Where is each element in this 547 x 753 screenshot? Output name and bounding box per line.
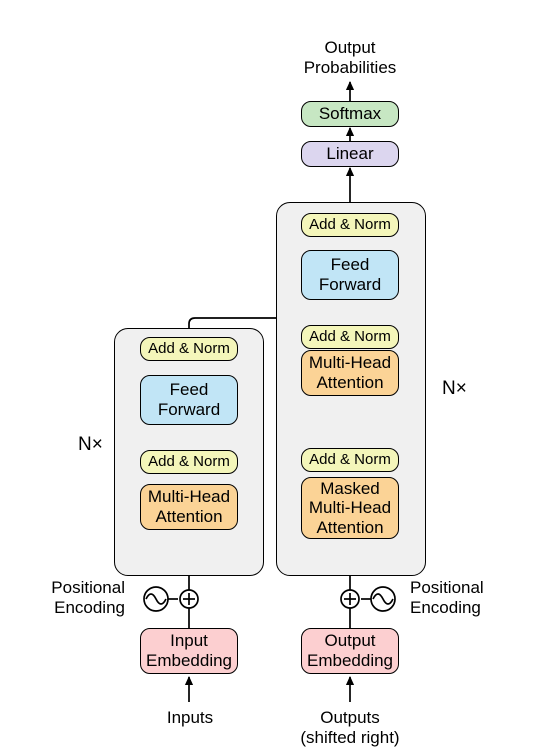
decoder-masked-mha-block: MaskedMulti-HeadAttention — [301, 477, 399, 539]
encoder-mha-block: Multi-HeadAttention — [140, 484, 238, 530]
decoder-nx-label: N× — [442, 378, 467, 400]
decoder-cross-mha-text: Multi-HeadAttention — [309, 353, 391, 392]
input-embedding-text: InputEmbedding — [146, 631, 232, 670]
decoder-ff-text: FeedForward — [319, 255, 381, 294]
input-embedding-block: InputEmbedding — [140, 628, 238, 674]
decoder-masked-mha-text: MaskedMulti-HeadAttention — [309, 479, 391, 538]
linear-text: Linear — [326, 144, 373, 164]
decoder-ff-block: FeedForward — [301, 250, 399, 300]
decoder-addnorm1-block: Add & Norm — [301, 448, 399, 472]
encoder-addnorm2-block: Add & Norm — [140, 337, 238, 361]
softmax-text: Softmax — [319, 104, 381, 124]
decoder-addnorm3-block: Add & Norm — [301, 213, 399, 237]
decoder-addnorm2-block: Add & Norm — [301, 325, 399, 349]
output-embedding-text: OutputEmbedding — [307, 631, 393, 670]
encoder-ff-text: FeedForward — [158, 380, 220, 419]
encoder-addnorm2-text: Add & Norm — [148, 340, 230, 357]
output-embedding-block: OutputEmbedding — [301, 628, 399, 674]
decoder-addnorm1-text: Add & Norm — [309, 451, 391, 468]
outputs-label: Outputs(shifted right) — [300, 708, 400, 747]
positional-encoding-left-label: PositionalEncoding — [35, 578, 125, 617]
encoder-nx-label: N× — [78, 434, 103, 456]
output-probabilities-label: OutputProbabilities — [285, 38, 415, 77]
inputs-label: Inputs — [158, 708, 222, 728]
decoder-cross-mha-block: Multi-HeadAttention — [301, 350, 399, 396]
linear-block: Linear — [301, 141, 399, 167]
decoder-addnorm3-text: Add & Norm — [309, 216, 391, 233]
encoder-addnorm1-block: Add & Norm — [140, 450, 238, 474]
encoder-addnorm1-text: Add & Norm — [148, 453, 230, 470]
positional-encoding-right-label: PositionalEncoding — [410, 578, 500, 617]
encoder-mha-text: Multi-HeadAttention — [148, 487, 230, 526]
decoder-addnorm2-text: Add & Norm — [309, 328, 391, 345]
softmax-block: Softmax — [301, 101, 399, 127]
encoder-ff-block: FeedForward — [140, 375, 238, 425]
